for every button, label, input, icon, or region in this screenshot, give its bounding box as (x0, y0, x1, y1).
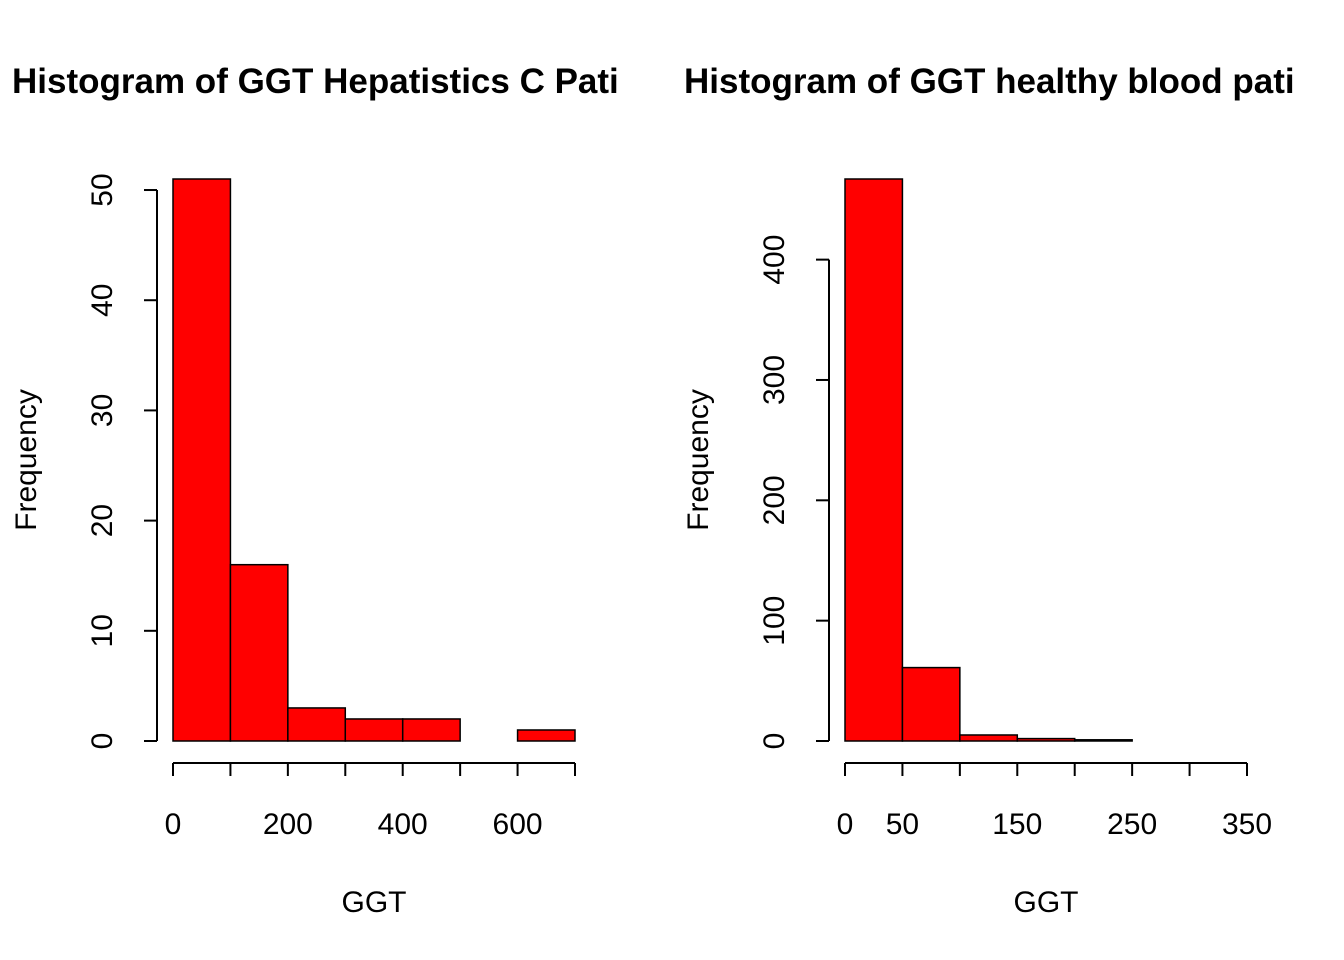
histogram-bar (401, 718, 461, 742)
histogram-bar (1073, 739, 1133, 742)
y-axis: 0 10 20 30 40 50 (86, 173, 158, 750)
histogram-bar (901, 666, 961, 742)
histogram-bar (959, 734, 1019, 742)
y-tick-label: 0 (86, 733, 119, 750)
x-axis-title: GGT (342, 886, 407, 919)
histogram-bar (172, 178, 232, 742)
y-tick-label: 50 (86, 173, 119, 206)
chart-title: Histogram of GGT healthy blood pati (684, 62, 1295, 101)
y-tick-label: 0 (758, 733, 791, 750)
bars (172, 178, 576, 742)
y-axis: 0 100 200 300 400 (758, 235, 830, 750)
y-tick-label: 300 (758, 355, 791, 405)
y-tick-label: 40 (86, 284, 119, 317)
histogram-bar (1016, 737, 1076, 742)
x-tick-label: 0 (837, 808, 854, 841)
y-tick-label: 100 (758, 596, 791, 646)
hepatitis-c-histogram-panel: Histogram of GGT Hepatistics C Pati GGT … (10, 62, 619, 919)
histogram-bar (229, 563, 289, 742)
x-tick-label: 350 (1222, 808, 1272, 841)
y-axis-title: Frequency (682, 389, 715, 531)
x-axis-title: GGT (1014, 886, 1079, 919)
histogram-bar (844, 178, 904, 742)
histogram-bar (516, 729, 576, 742)
histogram-bar (344, 718, 404, 742)
y-axis-title: Frequency (10, 389, 43, 531)
healthy-blood-histogram-panel: Histogram of GGT healthy blood pati GGT … (682, 62, 1295, 919)
y-tick-label: 200 (758, 475, 791, 525)
x-tick-label: 150 (992, 808, 1042, 841)
x-tick-label: 250 (1107, 808, 1157, 841)
y-tick-label: 10 (86, 614, 119, 647)
y-tick-label: 20 (86, 504, 119, 537)
bars (844, 178, 1133, 742)
x-tick-label: 600 (493, 808, 543, 841)
x-tick-label: 50 (886, 808, 919, 841)
x-axis: 0 200 400 600 (165, 762, 576, 841)
x-axis: 0 50 150 250 350 (837, 762, 1272, 841)
x-tick-label: 200 (263, 808, 313, 841)
x-tick-label: 0 (165, 808, 182, 841)
y-tick-label: 30 (86, 394, 119, 427)
histogram-bar (287, 707, 347, 742)
chart-title: Histogram of GGT Hepatistics C Pati (12, 62, 619, 101)
x-tick-label: 400 (378, 808, 428, 841)
y-tick-label: 400 (758, 235, 791, 285)
